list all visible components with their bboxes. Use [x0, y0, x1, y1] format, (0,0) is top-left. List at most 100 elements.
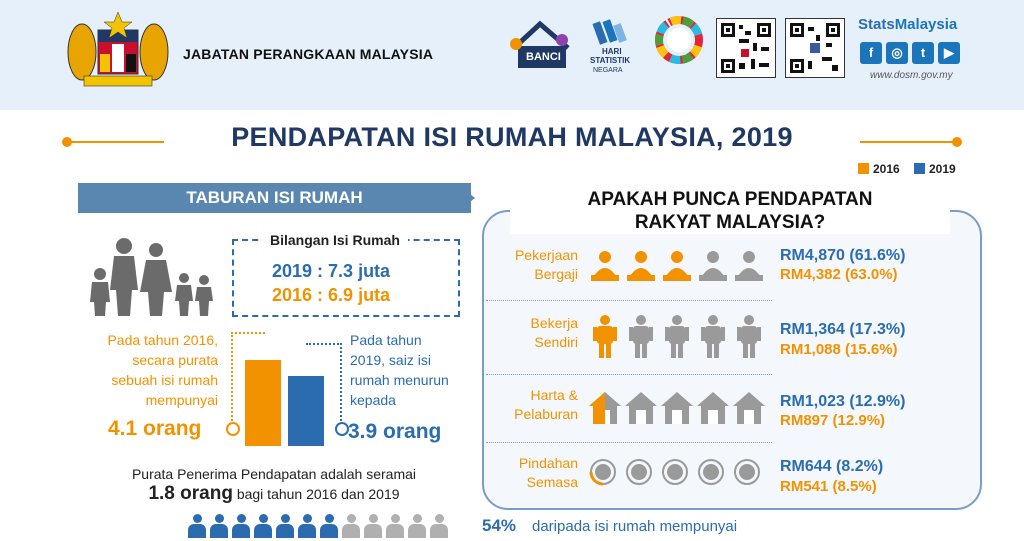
- self-employed-icon: [629, 315, 653, 358]
- person-icon: [386, 514, 404, 538]
- transfers-value-2016: RM541 (8.5%): [780, 478, 877, 495]
- text-2019-line: 2019, saiz isi: [350, 352, 431, 368]
- house-icon: [697, 392, 729, 424]
- qr-code-2[interactable]: [785, 18, 845, 78]
- house-icon: [589, 392, 621, 424]
- row-separator: [486, 442, 772, 443]
- income-recipients-note: Purata Penerima Pendapatan adalah serama…: [84, 465, 464, 504]
- page-title: PENDAPATAN ISI RUMAH MALAYSIA, 2019: [231, 122, 793, 152]
- self-employed-value-2016: RM1,088 (15.6%): [780, 341, 898, 358]
- person-icon: [298, 514, 316, 538]
- text-2016-line: mempunyai: [145, 392, 218, 408]
- title-right-line: [860, 141, 954, 143]
- transfer-icons-row: [589, 459, 760, 486]
- facebook-icon[interactable]: f: [860, 42, 882, 64]
- self-employed-icon: [665, 315, 689, 358]
- title-left-line: [70, 141, 164, 143]
- text-2019-line: rumah menurun: [350, 372, 449, 388]
- house-icons-row: [589, 392, 765, 424]
- person-icon: [320, 514, 338, 538]
- banci-logo: BANCI: [510, 20, 570, 68]
- title-left-dot: [62, 137, 72, 147]
- youtube-icon[interactable]: ▶: [938, 42, 960, 64]
- household-people-row: [188, 514, 452, 541]
- svg-text:STATISTIK: STATISTIK: [590, 56, 630, 65]
- household-size-2016: 4.1 orang: [108, 417, 202, 440]
- transfer-coin-icon: [698, 459, 724, 485]
- self-employed-value-2019: RM1,364 (17.3%): [780, 321, 906, 338]
- person-icon: [188, 514, 206, 538]
- employee-icon: [735, 251, 763, 281]
- connector-2019: [306, 343, 342, 429]
- text-2016-block: Pada tahun 2016, secara purata sebuah is…: [84, 330, 218, 410]
- employee-icon: [699, 251, 727, 281]
- recipients-line1: Purata Penerima Pendapatan adalah serama…: [131, 466, 417, 482]
- legend-2019: 2019: [914, 162, 956, 176]
- household-count-label: Bilangan Isi Rumah: [262, 232, 408, 248]
- qr-code-1[interactable]: [716, 18, 776, 78]
- twitter-icon[interactable]: t: [912, 42, 934, 64]
- transfers-value-2019: RM644 (8.2%): [780, 458, 884, 475]
- self-employed-icon: [737, 315, 761, 358]
- text-2019-block: Pada tahun 2019, saiz isi rumah menurun …: [350, 330, 470, 410]
- self-employed-icon: [593, 315, 617, 358]
- transfer-coin-icon: [734, 459, 760, 485]
- income-sources-question: APAKAH PUNCA PENDAPATAN RAKYAT MALAYSIA?: [510, 188, 950, 234]
- house-icon: [625, 392, 657, 424]
- row-separator: [486, 374, 772, 375]
- text-2016-line: secara purata: [132, 352, 218, 368]
- sdg-wheel-logo: [655, 16, 703, 64]
- instagram-icon[interactable]: ◎: [886, 42, 908, 64]
- row-separator: [486, 300, 772, 301]
- website-url[interactable]: www.dosm.gov.my: [870, 70, 953, 81]
- department-name: JABATAN PERANGKAAN MALAYSIA: [183, 46, 434, 62]
- recipients-line2: 1.8 orang bagi tahun 2016 dan 2019: [148, 483, 400, 504]
- household-size-2019: 3.9 orang: [348, 420, 442, 443]
- person-icon: [276, 514, 294, 538]
- household-count-2016: 2016 : 6.9 juta: [272, 285, 391, 305]
- text-2019-line: kepada: [350, 392, 396, 408]
- connector-2016: [231, 332, 265, 428]
- property-value-2016: RM897 (12.9%): [780, 412, 886, 429]
- house-icon: [661, 392, 693, 424]
- person-icon: [254, 514, 272, 538]
- header-banner: [0, 0, 1024, 110]
- source-label-transfers: Pindahan Semasa: [518, 455, 578, 490]
- text-2016-line: sebuah isi rumah: [111, 372, 218, 388]
- person-icon: [232, 514, 250, 538]
- salaried-value-2019: RM4,870 (61.6%): [780, 247, 906, 264]
- distribution-heading: TABURAN ISI RUMAH: [78, 183, 471, 213]
- svg-text:NEGARA: NEGARA: [593, 67, 623, 74]
- employee-icon: [627, 251, 655, 281]
- connector-dot-2019: [335, 422, 349, 436]
- family-silhouette-icon: [90, 238, 213, 316]
- bottom-percent: 54%: [482, 516, 517, 535]
- heading-arrow: [465, 190, 475, 206]
- self-employed-icon: [701, 315, 725, 358]
- salaried-value-2016: RM4,382 (63.0%): [780, 266, 898, 283]
- transfer-coin-icon: [626, 459, 652, 485]
- bottom-percent-text: daripada isi rumah mempunyai: [532, 518, 738, 535]
- source-label-salaried: Pekerjaan Bergaji: [514, 247, 578, 282]
- employee-icon: [591, 251, 619, 281]
- person-icon: [408, 514, 426, 538]
- legend-2016: 2016: [858, 162, 900, 176]
- recipients-bold-value: 1.8 orang: [148, 483, 233, 504]
- transfer-coin-icon: [589, 459, 616, 486]
- person-icon: [342, 514, 360, 538]
- text-2016-line: Pada tahun 2016,: [107, 332, 218, 348]
- text-2019-line: Pada tahun: [350, 332, 422, 348]
- property-value-2019: RM1,023 (12.9%): [780, 393, 906, 410]
- bar-2019: [288, 376, 324, 446]
- legend-swatch-2019: [914, 163, 925, 174]
- connector-dot-2016: [226, 422, 240, 436]
- person-icon: [210, 514, 228, 538]
- transfer-coin-icon: [662, 459, 688, 485]
- svg-text:BANCI: BANCI: [526, 51, 561, 63]
- statsmalaysia-brand: StatsMalaysia: [858, 16, 958, 33]
- hari-statistik-logo: HARI STATISTIK NEGARA: [590, 19, 630, 74]
- employee-icon: [663, 251, 691, 281]
- legend-swatch-2016: [858, 163, 869, 174]
- bar-2016: [245, 359, 281, 446]
- title-right-dot: [952, 137, 962, 147]
